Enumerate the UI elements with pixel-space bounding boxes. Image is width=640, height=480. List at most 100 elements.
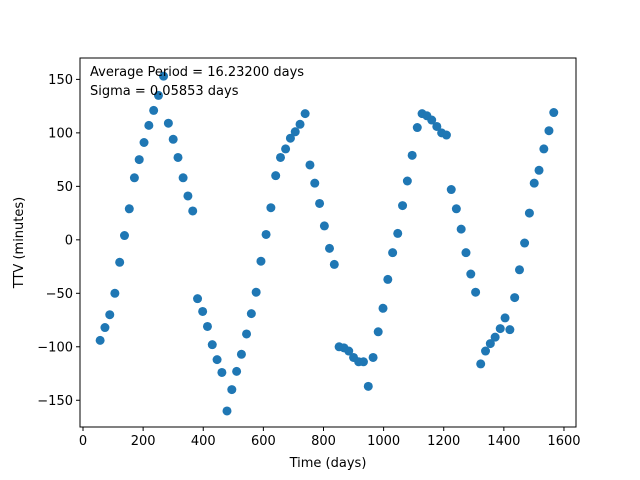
data-point <box>412 123 422 133</box>
data-point <box>95 335 105 345</box>
y-tick-label: 50 <box>56 180 73 195</box>
x-tick-label: 800 <box>311 434 336 449</box>
data-point <box>202 321 212 331</box>
data-point <box>319 221 329 231</box>
data-point <box>325 243 334 253</box>
data-point <box>212 355 222 365</box>
data-point <box>378 303 388 313</box>
data-point <box>300 109 310 119</box>
average-period-annotation: Average Period = 16.23200 days <box>90 65 304 80</box>
data-point <box>119 231 129 241</box>
data-point <box>285 133 295 143</box>
data-point <box>393 228 403 238</box>
data-point <box>256 256 266 266</box>
y-tick-label: −50 <box>46 287 73 302</box>
data-point <box>427 115 437 125</box>
data-point <box>115 257 125 267</box>
sigma-annotation: Sigma = 0.05853 days <box>90 84 239 99</box>
plot-frame <box>79 57 577 428</box>
data-point <box>129 173 139 183</box>
data-point <box>198 306 208 316</box>
data-point <box>344 346 354 356</box>
data-point <box>222 406 232 416</box>
data-point <box>451 204 461 214</box>
x-tick-label: 1200 <box>427 434 460 449</box>
data-point <box>471 287 481 297</box>
data-point <box>153 90 163 100</box>
data-point <box>144 120 154 130</box>
data-point <box>124 204 134 214</box>
x-tick-label: 400 <box>191 434 216 449</box>
data-point <box>485 339 495 349</box>
y-axis-label: TTV (minutes) <box>12 197 27 289</box>
data-point <box>466 269 476 279</box>
data-point <box>315 198 325 208</box>
x-tick-label: 600 <box>251 434 276 449</box>
y-axis-ticks: −150 −100 −50 0 50 100 150 <box>37 73 80 409</box>
data-point <box>481 346 491 356</box>
data-point <box>188 206 198 216</box>
data-point <box>544 126 554 136</box>
data-point <box>524 208 534 218</box>
data-point <box>100 323 110 333</box>
data-point <box>290 127 300 137</box>
data-point <box>105 310 115 320</box>
data-point <box>373 327 383 337</box>
data-point <box>520 238 530 248</box>
data-point <box>398 201 408 211</box>
data-point <box>383 274 393 284</box>
data-point <box>529 178 539 188</box>
data-point <box>207 340 217 350</box>
data-point <box>305 160 315 170</box>
data-point <box>134 155 144 165</box>
data-point <box>149 105 159 115</box>
data-point <box>446 185 456 195</box>
y-tick-label: −150 <box>37 394 73 409</box>
data-point <box>441 130 451 140</box>
y-tick-label: −100 <box>37 340 73 355</box>
data-point <box>246 309 256 319</box>
data-point <box>173 152 183 162</box>
scatter-points <box>95 71 559 416</box>
data-point <box>163 118 173 128</box>
data-point <box>476 359 486 369</box>
y-tick-label: 150 <box>48 73 73 88</box>
data-point <box>242 329 252 339</box>
x-tick-label: 200 <box>131 434 156 449</box>
data-point <box>110 288 120 298</box>
data-point <box>217 367 227 377</box>
data-point <box>232 366 242 376</box>
data-point <box>310 178 320 188</box>
data-point <box>432 121 442 131</box>
data-point <box>178 173 188 183</box>
x-axis-label: Time (days) <box>289 456 367 471</box>
data-point <box>534 165 544 175</box>
data-point <box>329 259 339 269</box>
y-tick-label: 100 <box>48 126 73 141</box>
data-point <box>363 381 373 391</box>
data-point <box>495 324 505 334</box>
data-point <box>159 71 169 81</box>
data-point <box>500 313 510 323</box>
data-point <box>388 248 398 258</box>
data-point <box>539 144 549 154</box>
data-point <box>510 293 520 303</box>
data-point <box>368 352 378 362</box>
data-point <box>227 385 237 395</box>
data-point <box>236 349 246 359</box>
y-tick-label: 0 <box>65 233 73 248</box>
data-point <box>266 203 276 213</box>
data-point <box>549 108 559 118</box>
data-point <box>271 171 281 181</box>
data-point <box>402 176 412 186</box>
data-point <box>261 229 271 239</box>
data-point <box>193 294 203 304</box>
x-tick-label: 0 <box>79 434 87 449</box>
data-point <box>407 150 417 160</box>
x-axis-ticks: 0 200 400 600 800 1000 1200 1400 1600 <box>79 427 581 449</box>
data-point <box>183 191 193 201</box>
data-point <box>461 248 471 258</box>
data-point <box>490 332 500 342</box>
data-point <box>514 265 524 275</box>
